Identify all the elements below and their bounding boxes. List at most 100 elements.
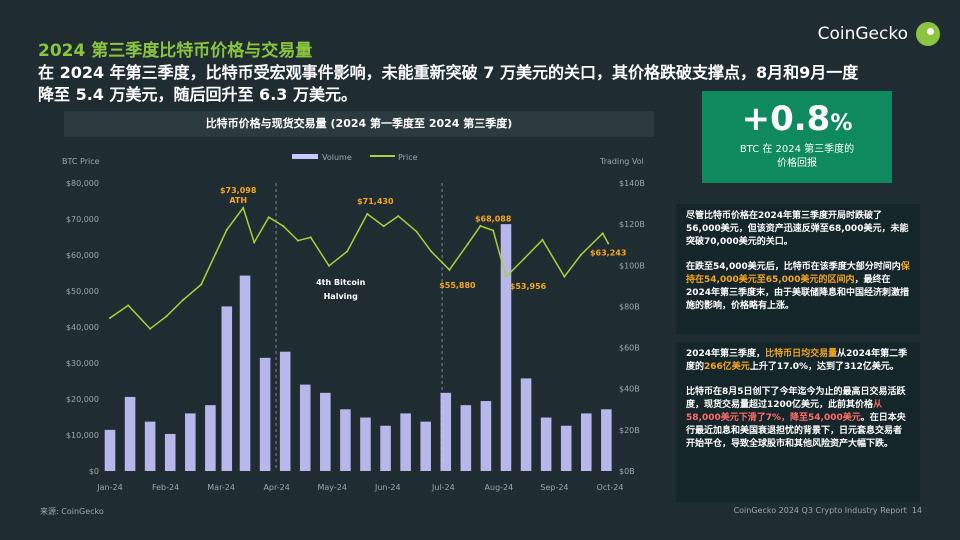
volume-bar — [540, 417, 552, 471]
price-point — [346, 250, 349, 253]
price-point — [415, 230, 418, 233]
volume-bar — [601, 409, 612, 471]
price-point — [214, 252, 217, 255]
return-label: BTC 在 2024 第三季度的 价格回报 — [739, 144, 855, 169]
y2-axis-label: Trading Vol — [599, 157, 644, 166]
annotation-label: Halving — [324, 292, 358, 301]
y2-tick-label: $60B — [619, 344, 640, 353]
annotation-label: 4th Bitcoin — [316, 278, 366, 287]
price-line — [109, 206, 609, 330]
legend-volume-swatch — [292, 154, 318, 159]
price-point — [149, 327, 152, 330]
y-tick-label: $70,000 — [66, 215, 99, 224]
y-tick-label: $30,000 — [66, 359, 99, 368]
price-point — [366, 212, 369, 215]
volume-bar — [560, 425, 572, 471]
footer: CoinGecko 2024 Q3 Crypto Industry Report… — [733, 506, 922, 515]
annotation-label: $73,098 — [220, 186, 257, 195]
volume-bar — [239, 275, 251, 471]
y-axis-label: BTC Price — [62, 157, 100, 166]
price-point — [127, 304, 130, 307]
y-tick-label: $80,000 — [66, 179, 99, 188]
volume-bar — [144, 421, 156, 471]
volume-bar — [440, 392, 452, 471]
volume-bar — [104, 429, 116, 471]
volume-bar — [520, 378, 532, 471]
x-tick-label: Jan-24 — [96, 483, 122, 492]
y2-tick-label: $80B — [619, 302, 640, 311]
y-tick-label: $40,000 — [66, 323, 99, 332]
volume-bar — [460, 405, 472, 471]
chart-title: 比特币价格与现货交易量 (2024 第一季度至 2024 第三季度) — [64, 111, 654, 137]
price-point — [296, 239, 299, 242]
price-point — [430, 250, 433, 253]
headline: 在 2024 年第三季度，比特币受宏观事件影响，未能重新突破 7 万美元的关口，… — [38, 63, 859, 104]
price-point — [282, 225, 285, 228]
price-point — [479, 224, 482, 227]
price-point — [200, 283, 203, 286]
price-point — [397, 215, 400, 218]
y-tick-label: $10,000 — [66, 431, 99, 440]
volume-bar — [500, 224, 512, 471]
price-point — [181, 299, 184, 301]
x-tick-label: Jul-24 — [431, 483, 455, 492]
x-tick-label: Feb-24 — [152, 483, 179, 492]
price-point — [523, 257, 526, 260]
annotation-label: ATH — [229, 196, 247, 205]
x-tick-label: Apr-24 — [263, 483, 289, 492]
page-title: 2024 第三季度比特币价格与交易量 — [38, 41, 313, 61]
volume-bar — [480, 401, 492, 471]
price-point — [601, 232, 604, 235]
y-tick-label: $60,000 — [66, 251, 99, 260]
volume-bar — [340, 409, 351, 471]
y2-tick-label: $40B — [619, 385, 640, 394]
annotation-label: $63,243 — [590, 248, 626, 257]
price-point — [109, 317, 111, 319]
price-point — [327, 264, 330, 267]
y-tick-label: $20,000 — [66, 395, 99, 404]
volume-bar — [360, 417, 371, 471]
y-tick-label: $0 — [89, 467, 99, 476]
x-tick-label: Jun-24 — [374, 483, 401, 492]
gecko-icon — [916, 22, 940, 46]
price-point — [448, 268, 451, 271]
y2-tick-label: $100B — [619, 261, 645, 270]
price-commentary-1: 尽管比特币价格在2024年第三季度开局时跌破了56,000美元，但该资产迅速反弹… — [686, 211, 909, 247]
price-point — [253, 241, 256, 244]
price-point — [492, 229, 495, 232]
volume-bar — [221, 306, 233, 471]
price-point — [541, 238, 544, 241]
volume-commentary-panel: 2024年第三季度，比特币日均交易量从2024年第二季度的266亿美元上升了17… — [676, 342, 920, 502]
brand-name: CoinGecko — [817, 24, 908, 44]
y2-tick-label: $0B — [619, 467, 635, 476]
legend-volume-label: Volume — [322, 153, 352, 162]
price-point — [579, 254, 582, 256]
price-point — [242, 206, 245, 209]
x-tick-label: Oct-24 — [597, 483, 624, 492]
return-stat-card: +0.8% BTC 在 2024 第三季度的 价格回报 — [702, 91, 892, 183]
volume-commentary-1: 2024年第三季度，比特币日均交易量从2024年第二季度的266亿美元上升了17… — [686, 349, 908, 372]
price-point — [165, 315, 168, 318]
x-tick-label: May-24 — [317, 483, 346, 492]
brand-logo: CoinGecko — [818, 22, 940, 46]
y-tick-label: $50,000 — [66, 287, 99, 296]
y2-tick-label: $120B — [619, 220, 645, 229]
y2-tick-label: $140B — [619, 179, 645, 188]
price-point — [267, 216, 270, 219]
x-tick-label: Sep-24 — [540, 483, 568, 492]
annotation-label: $55,880 — [439, 281, 476, 290]
annotation-label: $71,430 — [357, 197, 394, 206]
volume-bar — [279, 351, 291, 471]
x-tick-label: Mar-24 — [207, 483, 235, 492]
price-commentary-panel: 尽管比特币价格在2024年第三季度开局时跌破了56,000美元，但该资产迅速反弹… — [676, 204, 920, 334]
volume-bar — [124, 396, 136, 471]
volume-bar — [299, 384, 311, 471]
return-value: +0.8% — [741, 99, 853, 139]
price-commentary-2: 在跌至54,000美元后，比特币在该季度大部分时间内保持在54,000美元至65… — [686, 262, 910, 311]
price-point — [309, 236, 312, 239]
x-tick-label: Aug-24 — [485, 483, 514, 492]
volume-bar — [185, 413, 196, 471]
price-point — [382, 225, 385, 228]
price-point — [563, 275, 566, 278]
volume-bar — [259, 357, 271, 471]
